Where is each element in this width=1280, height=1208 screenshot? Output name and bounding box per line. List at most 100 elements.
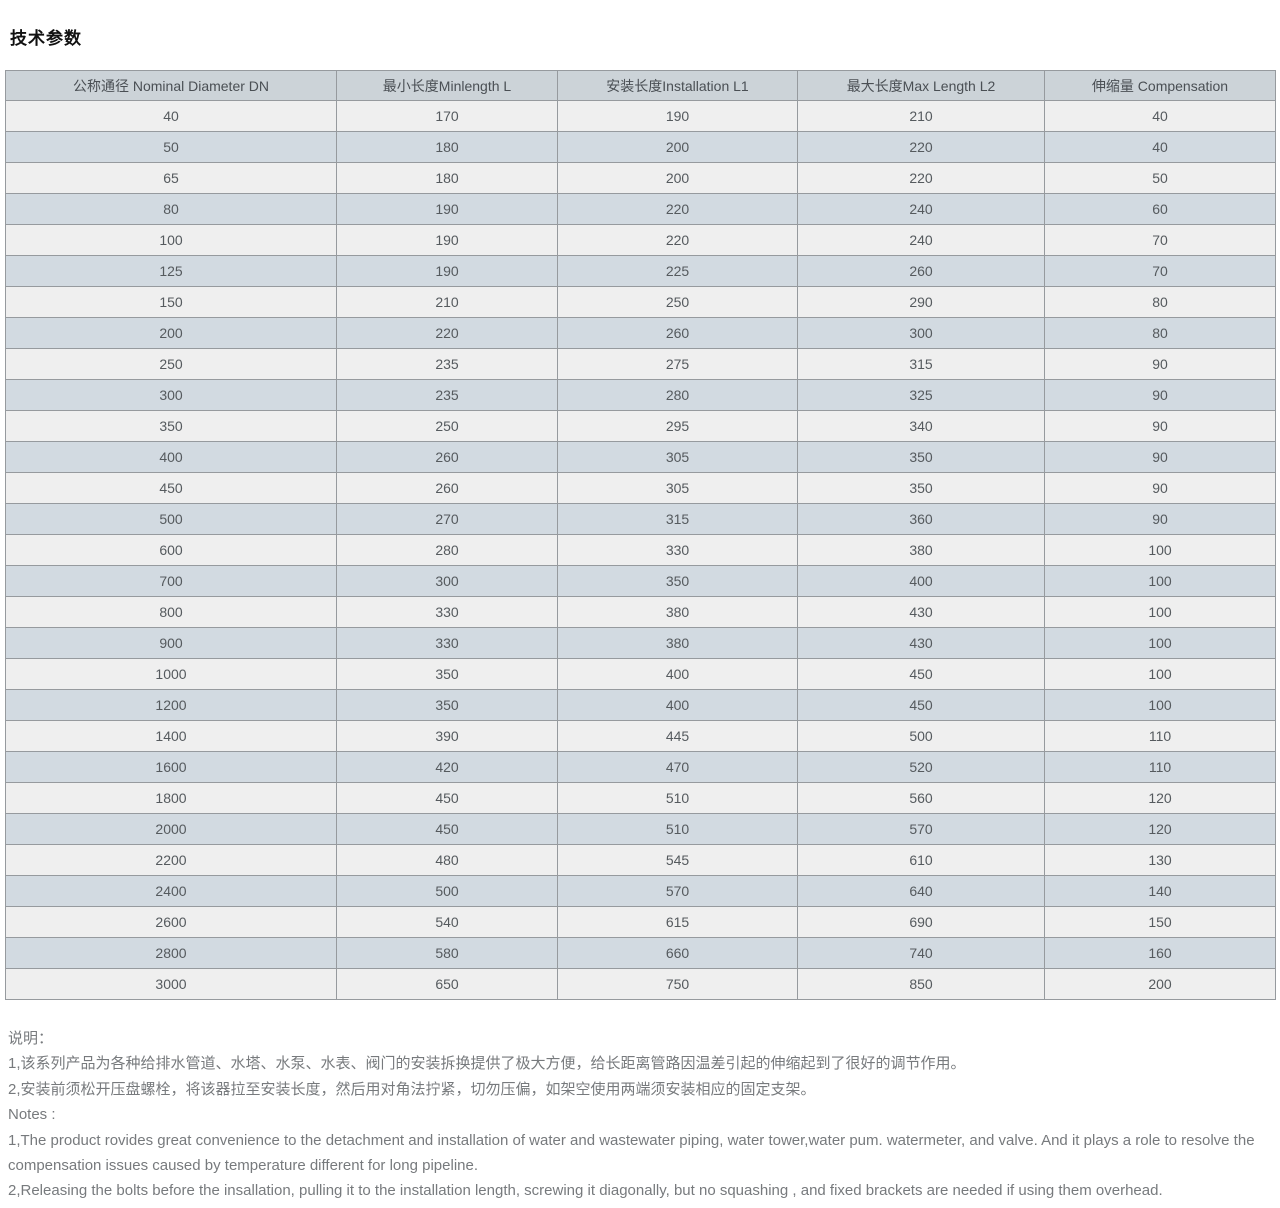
table-cell: 260 <box>557 317 798 349</box>
table-cell: 800 <box>5 596 337 628</box>
table-cell: 350 <box>336 689 558 721</box>
table-cell: 570 <box>557 875 798 907</box>
table-cell: 200 <box>557 162 798 194</box>
table-cell: 260 <box>797 255 1045 287</box>
column-header: 最大长度Max Length L2 <box>797 70 1045 101</box>
table-cell: 100 <box>5 224 337 256</box>
table-row: 300 235 280 325 90 <box>5 379 1276 411</box>
table-cell: 450 <box>797 689 1045 721</box>
table-row: 1400 390 445 500 110 <box>5 720 1276 752</box>
table-cell: 180 <box>336 131 558 163</box>
note-line: 2,安装前须松开压盘螺栓，将该器拉至安装长度，然后用对角法拧紧，切勿压偏，如架空… <box>8 1080 816 1098</box>
table-cell: 540 <box>336 906 558 938</box>
table-cell: 65 <box>5 162 337 194</box>
table-cell: 690 <box>797 906 1045 938</box>
table-cell: 1400 <box>5 720 337 752</box>
table-cell: 360 <box>797 503 1045 535</box>
table-cell: 210 <box>797 100 1045 132</box>
table-cell: 40 <box>1044 131 1276 163</box>
table-cell: 70 <box>1044 255 1276 287</box>
note-line: 1,The product rovides great convenience … <box>8 1131 1255 1175</box>
table-cell: 315 <box>557 503 798 535</box>
table-cell: 2600 <box>5 906 337 938</box>
table-cell: 110 <box>1044 751 1276 783</box>
table-cell: 350 <box>797 472 1045 504</box>
table-cell: 170 <box>336 100 558 132</box>
table-cell: 100 <box>1044 596 1276 628</box>
note-line: 说明： <box>8 1030 54 1047</box>
table-row: 150 210 250 290 80 <box>5 286 1276 318</box>
table-cell: 120 <box>1044 782 1276 814</box>
table-cell: 235 <box>336 379 558 411</box>
table-cell: 300 <box>5 379 337 411</box>
table-cell: 600 <box>5 534 337 566</box>
table-cell: 400 <box>5 441 337 473</box>
table-row: 1800 450 510 560 120 <box>5 782 1276 814</box>
table-cell: 200 <box>557 131 798 163</box>
table-row: 2200 480 545 610 130 <box>5 844 1276 876</box>
table-cell: 1200 <box>5 689 337 721</box>
table-cell: 450 <box>336 813 558 845</box>
table-cell: 70 <box>1044 224 1276 256</box>
table-cell: 140 <box>1044 875 1276 907</box>
table-cell: 80 <box>1044 317 1276 349</box>
table-cell: 250 <box>557 286 798 318</box>
table-cell: 80 <box>1044 286 1276 318</box>
table-row: 1200 350 400 450 100 <box>5 689 1276 721</box>
notes-section: 说明： 1,该系列产品为各种给排水管道、水塔、水泵、水表、阀门的安装拆换提供了极大… <box>8 1026 1272 1204</box>
table-cell: 225 <box>557 255 798 287</box>
table-cell: 400 <box>557 689 798 721</box>
table-cell: 100 <box>1044 689 1276 721</box>
table-row: 100 190 220 240 70 <box>5 224 1276 256</box>
table-cell: 235 <box>336 348 558 380</box>
table-cell: 420 <box>336 751 558 783</box>
table-cell: 2200 <box>5 844 337 876</box>
table-cell: 660 <box>557 937 798 969</box>
table-cell: 400 <box>557 658 798 690</box>
table-cell: 750 <box>557 968 798 1000</box>
table-cell: 480 <box>336 844 558 876</box>
table-cell: 270 <box>336 503 558 535</box>
table-cell: 510 <box>557 782 798 814</box>
table-cell: 2000 <box>5 813 337 845</box>
table-cell: 100 <box>1044 534 1276 566</box>
table-cell: 450 <box>336 782 558 814</box>
table-row: 600 280 330 380 100 <box>5 534 1276 566</box>
table-cell: 100 <box>1044 658 1276 690</box>
table-cell: 300 <box>336 565 558 597</box>
note-line: Notes : <box>8 1106 56 1124</box>
table-row: 80 190 220 240 60 <box>5 193 1276 225</box>
note-line: 2,Releasing the bolts before the insalla… <box>8 1182 1163 1200</box>
table-cell: 2800 <box>5 937 337 969</box>
table-cell: 350 <box>797 441 1045 473</box>
table-cell: 380 <box>557 596 798 628</box>
table-cell: 150 <box>5 286 337 318</box>
table-cell: 110 <box>1044 720 1276 752</box>
table-row: 200 220 260 300 80 <box>5 317 1276 349</box>
table-cell: 500 <box>797 720 1045 752</box>
table-cell: 240 <box>797 193 1045 225</box>
table-row: 500 270 315 360 90 <box>5 503 1276 535</box>
table-cell: 570 <box>797 813 1045 845</box>
table-cell: 350 <box>336 658 558 690</box>
table-row: 125 190 225 260 70 <box>5 255 1276 287</box>
table-cell: 430 <box>797 596 1045 628</box>
table-cell: 300 <box>797 317 1045 349</box>
table-row: 1600 420 470 520 110 <box>5 751 1276 783</box>
table-cell: 390 <box>336 720 558 752</box>
table-cell: 350 <box>5 410 337 442</box>
page-title: 技术参数 <box>10 29 82 48</box>
table-row: 2600 540 615 690 150 <box>5 906 1276 938</box>
table-cell: 350 <box>557 565 798 597</box>
table-cell: 120 <box>1044 813 1276 845</box>
table-cell: 250 <box>5 348 337 380</box>
table-cell: 545 <box>557 844 798 876</box>
table-cell: 380 <box>797 534 1045 566</box>
table-cell: 280 <box>557 379 798 411</box>
table-body: 40 170 190 210 40 50 180 200 220 40 65 180 200 220 50 8… <box>5 100 1276 1000</box>
column-header: 最小长度Minlength L <box>336 70 558 101</box>
table-cell: 190 <box>336 193 558 225</box>
table-cell: 315 <box>797 348 1045 380</box>
